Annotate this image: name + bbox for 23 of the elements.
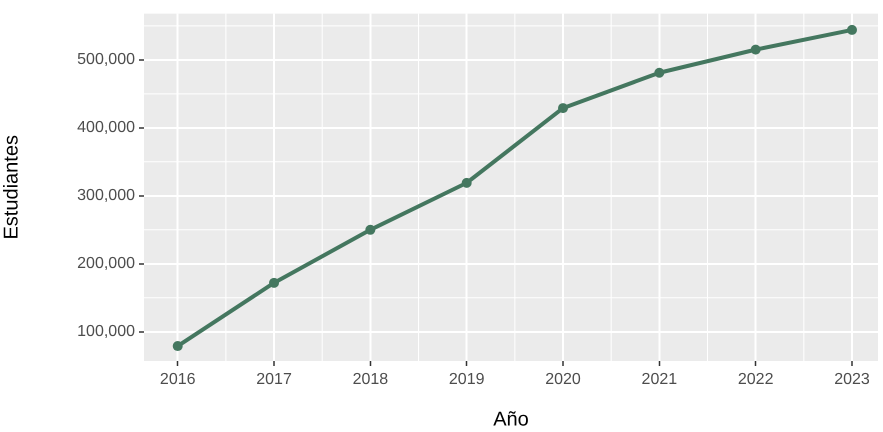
point — [558, 103, 568, 114]
point — [172, 341, 183, 352]
y-tick-label: 200,000 — [77, 255, 136, 272]
point — [846, 24, 857, 35]
x-tick-label: 2018 — [352, 371, 388, 388]
x-tick-label: 2022 — [738, 371, 774, 388]
x-axis-title: Año — [493, 408, 529, 431]
x-tick-label: 2017 — [256, 371, 292, 388]
x-tick-label: 2019 — [448, 371, 485, 388]
y-tick-label: 500,000 — [77, 51, 136, 68]
point — [365, 224, 376, 235]
y-tick-label: 300,000 — [77, 187, 136, 204]
y-tick-label: 400,000 — [77, 119, 136, 136]
point — [269, 278, 280, 288]
y-axis-title: Estudiantes — [0, 135, 23, 240]
point — [462, 178, 472, 188]
x-tick-label: 2021 — [642, 371, 678, 388]
point — [750, 44, 761, 55]
x-tick-label: 2020 — [545, 371, 581, 388]
x-tick-label: 2016 — [160, 371, 196, 388]
y-tick-label: 100,000 — [77, 323, 136, 340]
x-tick-label: 2023 — [834, 371, 870, 388]
point — [654, 68, 664, 78]
